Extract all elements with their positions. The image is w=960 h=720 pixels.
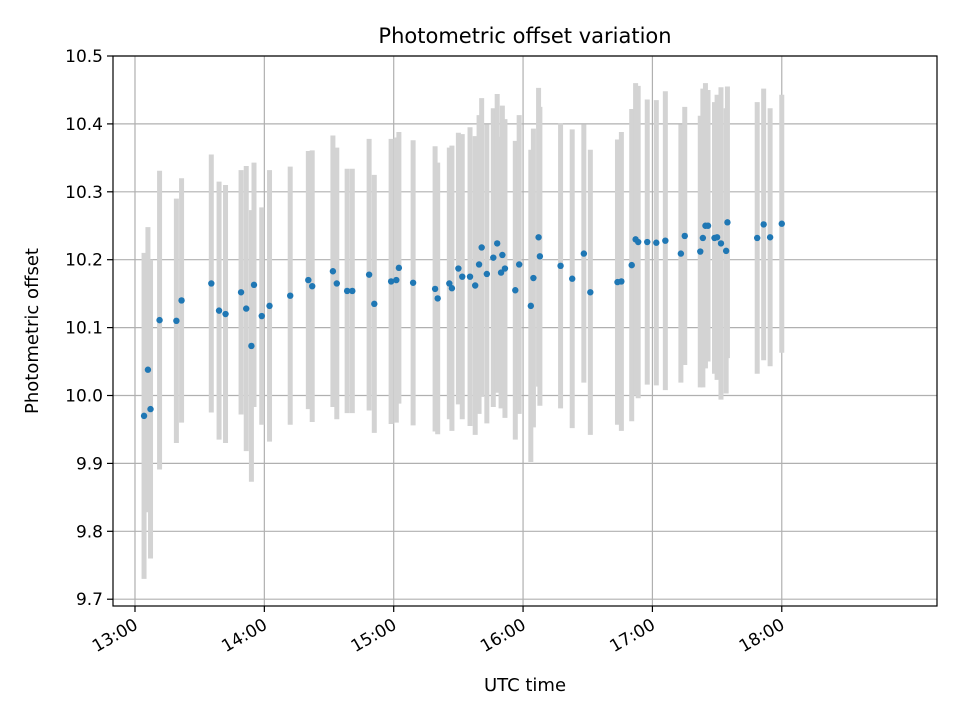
y-tick-label: 10.1 bbox=[65, 319, 103, 339]
data-point bbox=[724, 219, 731, 226]
data-point bbox=[258, 312, 265, 320]
data-point bbox=[536, 253, 544, 260]
data-point bbox=[662, 237, 669, 244]
data-point bbox=[393, 276, 400, 284]
data-point bbox=[305, 276, 312, 284]
data-point bbox=[466, 273, 474, 280]
y-tick-label: 9.8 bbox=[76, 522, 103, 542]
y-tick-label: 10.5 bbox=[65, 47, 103, 67]
data-point bbox=[349, 287, 356, 295]
data-point bbox=[237, 289, 245, 296]
data-point bbox=[760, 221, 767, 228]
data-point bbox=[459, 273, 466, 280]
data-point bbox=[147, 405, 154, 413]
data-point bbox=[343, 287, 351, 295]
data-point bbox=[371, 300, 378, 308]
y-axis-ticks: 9.7 9.8 9.9 10.0 10.1 10.2 10.3 10.4 10.5 bbox=[65, 47, 113, 610]
data-point bbox=[778, 220, 785, 227]
data-point bbox=[535, 234, 542, 241]
data-points bbox=[140, 219, 785, 420]
data-point bbox=[634, 238, 642, 246]
data-point bbox=[530, 274, 537, 282]
data-point bbox=[580, 250, 588, 257]
data-point bbox=[569, 275, 576, 282]
data-point bbox=[557, 262, 564, 270]
data-point bbox=[677, 250, 685, 257]
data-point bbox=[471, 282, 479, 289]
data-point bbox=[704, 222, 712, 229]
data-point bbox=[208, 280, 215, 287]
data-point bbox=[628, 261, 635, 269]
data-point bbox=[409, 279, 417, 286]
data-point bbox=[387, 278, 395, 285]
data-point bbox=[266, 302, 273, 310]
y-tick-label: 10.3 bbox=[65, 183, 103, 203]
plot-area-frame bbox=[112, 55, 938, 607]
data-point bbox=[587, 289, 594, 296]
data-point bbox=[309, 282, 316, 290]
data-point bbox=[766, 234, 774, 241]
data-point bbox=[699, 234, 707, 242]
data-point bbox=[446, 280, 453, 287]
y-axis-title: Photometric offset bbox=[22, 248, 43, 414]
data-point bbox=[222, 310, 229, 318]
data-point bbox=[250, 281, 258, 289]
data-point bbox=[329, 268, 337, 275]
x-axis-title: UTC time bbox=[484, 675, 566, 696]
data-point bbox=[243, 305, 250, 312]
data-point bbox=[644, 238, 651, 246]
data-point bbox=[431, 285, 439, 293]
data-point bbox=[618, 278, 625, 285]
data-point bbox=[144, 366, 152, 373]
data-point bbox=[717, 240, 725, 247]
data-point bbox=[483, 270, 491, 278]
data-point bbox=[478, 244, 485, 251]
data-point bbox=[365, 271, 373, 278]
y-tick-label: 9.7 bbox=[76, 590, 103, 610]
data-point bbox=[455, 265, 462, 272]
y-tick-label: 10.0 bbox=[65, 387, 103, 407]
data-point bbox=[448, 285, 456, 292]
data-point bbox=[173, 317, 180, 325]
data-point bbox=[499, 251, 506, 259]
data-point bbox=[434, 295, 441, 302]
data-point bbox=[215, 307, 223, 314]
data-point bbox=[713, 234, 721, 241]
chart-title: Photometric offset variation bbox=[378, 24, 671, 48]
data-point bbox=[248, 342, 255, 350]
data-point bbox=[722, 247, 730, 255]
data-point bbox=[178, 297, 185, 304]
data-point bbox=[490, 254, 497, 261]
data-point bbox=[527, 302, 535, 310]
data-point bbox=[475, 261, 483, 268]
data-point bbox=[287, 292, 294, 299]
y-tick-label: 9.9 bbox=[76, 454, 103, 474]
data-point bbox=[681, 232, 688, 240]
data-point bbox=[497, 269, 505, 276]
data-point bbox=[515, 261, 523, 268]
data-point bbox=[156, 316, 163, 324]
data-point bbox=[140, 412, 148, 420]
data-point bbox=[501, 265, 509, 272]
data-point bbox=[395, 264, 403, 272]
data-point bbox=[653, 239, 660, 246]
data-point bbox=[333, 280, 340, 287]
y-tick-label: 10.4 bbox=[65, 115, 103, 135]
data-point bbox=[697, 248, 704, 255]
y-tick-label: 10.2 bbox=[65, 251, 103, 271]
data-point bbox=[493, 240, 501, 247]
data-point bbox=[753, 234, 761, 242]
data-point bbox=[512, 287, 519, 294]
